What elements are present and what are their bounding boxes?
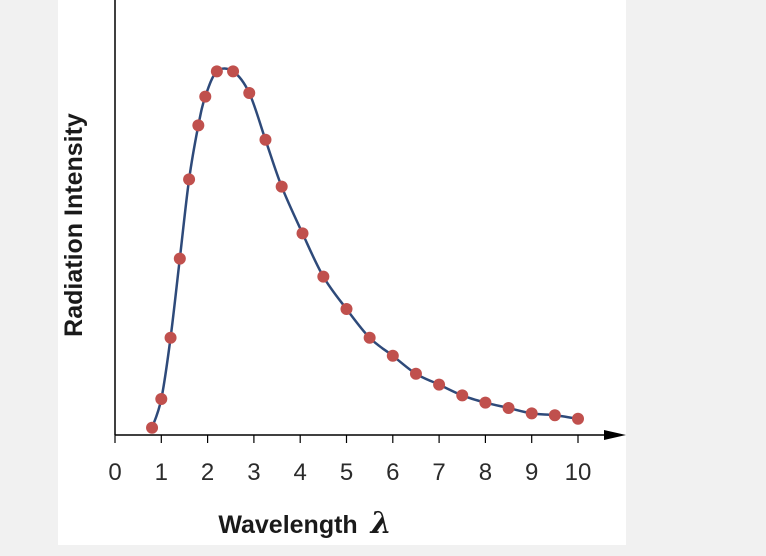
data-point	[243, 87, 256, 99]
data-point	[296, 227, 309, 240]
axes	[114, 0, 626, 443]
data-point	[227, 65, 240, 78]
data-point	[199, 90, 212, 103]
x-tick-label: 1	[155, 459, 168, 486]
x-axis-arrow	[604, 430, 626, 440]
data-point	[548, 409, 561, 422]
data-point	[502, 402, 515, 414]
data-point	[363, 331, 376, 344]
data-point	[525, 407, 538, 420]
x-tick-label: 9	[525, 459, 538, 486]
data-point	[340, 303, 353, 315]
data-point	[164, 331, 177, 344]
data-point	[155, 393, 168, 405]
data-point	[433, 378, 446, 391]
data-point	[479, 396, 492, 409]
data-point	[275, 180, 288, 193]
data-point	[146, 421, 159, 434]
x-tick-label: 3	[247, 459, 260, 486]
x-tick-label: 6	[386, 459, 399, 486]
x-axis-title: Wavelength λ	[218, 506, 391, 541]
y-axis-title: Radiation Intensity	[60, 113, 88, 337]
data-point	[259, 133, 272, 146]
x-axis-title-text: Wavelength	[218, 511, 357, 539]
x-tick-label: 5	[340, 459, 353, 486]
x-axis-lambda-symbol: λ	[369, 506, 392, 541]
data-point	[210, 65, 223, 78]
data-point	[192, 119, 205, 132]
data-points	[146, 65, 584, 434]
data-point	[173, 252, 186, 265]
x-tick-labels: 0 1 2 3 4 5 6 7 8 9 10	[108, 459, 591, 486]
chart-panel	[58, 0, 626, 545]
series-line	[150, 67, 579, 429]
x-tick-label: 4	[294, 459, 307, 486]
data-point	[409, 367, 422, 380]
data-point	[456, 389, 469, 402]
data-point	[183, 173, 196, 186]
data-point	[317, 270, 330, 283]
x-tick-label: 8	[479, 459, 492, 486]
x-tick-label: 2	[201, 459, 214, 486]
x-tick-label: 10	[565, 459, 592, 486]
data-point	[572, 412, 584, 425]
x-tick-label: 7	[432, 459, 445, 486]
data-point	[386, 349, 399, 362]
x-tick-label: 0	[108, 459, 121, 486]
